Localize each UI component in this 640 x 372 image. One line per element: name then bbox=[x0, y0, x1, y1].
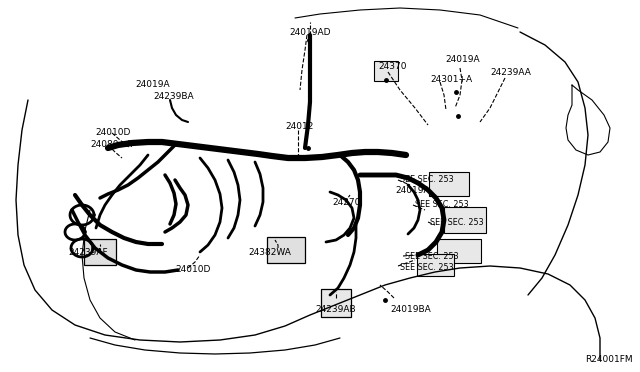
Text: 24239BA: 24239BA bbox=[153, 92, 194, 101]
Text: 24301+A: 24301+A bbox=[430, 75, 472, 84]
Text: SEE SEC. 253: SEE SEC. 253 bbox=[400, 175, 454, 184]
Text: 24012: 24012 bbox=[285, 122, 314, 131]
Text: SEE SEC. 253: SEE SEC. 253 bbox=[400, 263, 454, 272]
Text: 24019AD: 24019AD bbox=[289, 28, 331, 37]
Text: 24239AF: 24239AF bbox=[68, 248, 108, 257]
Text: 24010D: 24010D bbox=[175, 265, 211, 274]
Text: R24001FM: R24001FM bbox=[585, 355, 632, 364]
Text: 24370: 24370 bbox=[378, 62, 406, 71]
Text: SEE SEC. 253: SEE SEC. 253 bbox=[415, 200, 468, 209]
FancyBboxPatch shape bbox=[84, 239, 116, 265]
FancyBboxPatch shape bbox=[321, 289, 351, 317]
FancyBboxPatch shape bbox=[267, 237, 305, 263]
FancyBboxPatch shape bbox=[429, 172, 469, 196]
Text: 24019A: 24019A bbox=[135, 80, 170, 89]
FancyBboxPatch shape bbox=[417, 254, 454, 276]
Text: 24239AA: 24239AA bbox=[490, 68, 531, 77]
Text: 24270: 24270 bbox=[332, 198, 360, 207]
Text: 24239AB: 24239AB bbox=[315, 305, 356, 314]
Text: 24382WA: 24382WA bbox=[248, 248, 291, 257]
FancyBboxPatch shape bbox=[437, 239, 481, 263]
FancyBboxPatch shape bbox=[444, 207, 486, 233]
Text: 24019BA: 24019BA bbox=[390, 305, 431, 314]
Text: SEE SEC. 253: SEE SEC. 253 bbox=[405, 252, 459, 261]
Text: SEE SEC. 253: SEE SEC. 253 bbox=[430, 218, 484, 227]
Text: 24019A: 24019A bbox=[395, 186, 429, 195]
Text: 24010D: 24010D bbox=[95, 128, 131, 137]
Text: 24019A: 24019A bbox=[445, 55, 479, 64]
FancyBboxPatch shape bbox=[374, 61, 398, 81]
Text: 24080+A: 24080+A bbox=[90, 140, 132, 149]
